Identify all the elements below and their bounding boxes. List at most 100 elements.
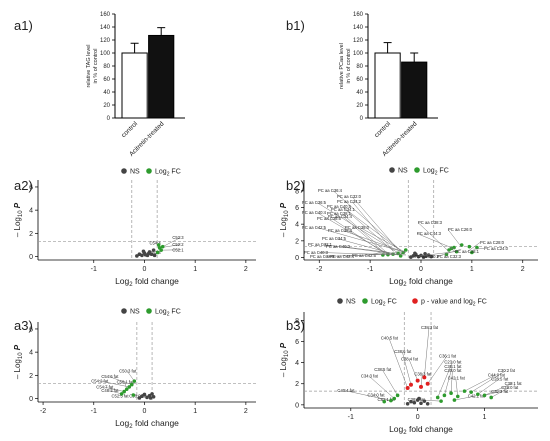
y-tick-label-b1: 100 — [353, 51, 364, 57]
x-tick-label-b3: -1 — [348, 414, 354, 421]
y-tick-label-b3: 0 — [295, 402, 299, 409]
ns-point-b3 — [417, 396, 421, 401]
y-tick-label-b1: 60 — [356, 77, 363, 83]
ns-point-b2 — [419, 253, 423, 258]
fc-point-b3 — [435, 395, 440, 400]
label-leader-b3 — [408, 358, 418, 381]
panel-label-a1: a1) — [14, 18, 33, 33]
point-label-b2: PC aa C40:0 — [326, 244, 351, 249]
y-tick-label-a3: 4 — [29, 350, 33, 357]
point-label-b2: PC aa C24:0 — [484, 246, 509, 251]
label-leader-b2 — [342, 230, 402, 252]
fc-point-b3 — [469, 390, 473, 394]
y-tick-label-a1: 0 — [107, 116, 111, 122]
ns-point-a3 — [140, 394, 144, 399]
legend-ns-label-a2: NS — [130, 169, 140, 176]
ns-point-a3 — [151, 394, 156, 399]
fc-point-b3 — [395, 393, 400, 398]
point-label-b2: PC aa C30:2 — [415, 254, 440, 259]
legend-fc-label-b3: Log2 FC — [371, 299, 397, 308]
ns-point-a2 — [149, 252, 154, 257]
ns-point-a3 — [148, 396, 153, 400]
legend-fc-label-b2: Log2 FC — [423, 168, 449, 177]
panel-label-b2: b2) — [286, 178, 305, 193]
label-leader-b3 — [477, 378, 500, 395]
fc-point-a2 — [156, 243, 161, 247]
y-tick-label-a1: 20 — [103, 103, 110, 109]
point-label-a3: C50:0 fat — [129, 393, 147, 398]
label-leader-b3 — [455, 377, 459, 397]
label-leader-b3 — [484, 391, 500, 396]
label-leader-b2 — [351, 196, 402, 254]
y-tick-label-a1: 140 — [100, 25, 111, 31]
x-tick-label-b2: 1 — [470, 266, 474, 273]
fc-point-a2 — [159, 248, 163, 252]
ns-point-a2 — [152, 253, 157, 258]
label-leader-b2 — [342, 216, 386, 254]
x-axis-label-b2: Log2 fold change — [389, 276, 453, 288]
fc-point-b3 — [392, 396, 397, 401]
point-label-b3: C32:3 fat — [491, 389, 509, 394]
point-label-b3: C44:0 fat — [488, 372, 506, 377]
label-leader-b3 — [420, 373, 423, 387]
sig-point-b3 — [408, 382, 413, 387]
ns-point-a2 — [146, 251, 151, 256]
point-label-b2: PC aa C42:5 — [302, 225, 327, 230]
x-axis-label-b3: Log2 fold change — [389, 424, 453, 436]
y-axis-label-a1-2: in % of control — [93, 49, 99, 84]
point-label-b3: C30:1 fat — [505, 381, 523, 386]
label-leader-b2 — [316, 212, 390, 256]
point-label-b3: C38:4 fat — [401, 357, 419, 362]
label-leader-b2 — [316, 202, 398, 253]
label-leader-b2 — [344, 252, 398, 257]
y-tick-label-a2: 2 — [29, 231, 33, 238]
panel-label-b3: b3) — [286, 318, 305, 333]
point-label-b2: PC aa C32:1 — [308, 242, 333, 247]
x-tick-label-b2: -1 — [367, 266, 373, 273]
point-label-b2: PC aa C38:0 — [345, 225, 370, 230]
y-tick-label-b1: 20 — [356, 103, 363, 109]
label-leader-b2 — [341, 213, 390, 256]
y-tick-label-a1: 100 — [100, 51, 111, 57]
category-label-a1: control — [120, 120, 139, 139]
legend-ns-marker-a2 — [121, 168, 127, 174]
point-label-a2: C52:4 — [150, 250, 162, 255]
label-leader-b3 — [345, 390, 391, 401]
bar-a1-1 — [148, 34, 175, 119]
label-leader-b2 — [345, 209, 402, 252]
label-leader-b3 — [388, 337, 408, 389]
label-leader-b3 — [450, 370, 453, 394]
y-tick-label-b2: 8 — [295, 188, 299, 195]
legend-fc-marker-a2 — [146, 168, 152, 174]
fc-point-b2 — [403, 248, 408, 252]
label-leader-b2-r — [417, 222, 450, 252]
ns-point-a3 — [150, 392, 154, 396]
fc-point-b3 — [382, 399, 387, 404]
fc-point-a3 — [132, 379, 137, 383]
label-leader-b2 — [341, 206, 394, 252]
label-leader-b3 — [464, 374, 496, 392]
fc-point-b3 — [455, 394, 460, 399]
y-axis-label-a2: – Log10 P — [13, 202, 24, 237]
label-leader-b3 — [484, 383, 513, 396]
fc-point-a3 — [122, 389, 126, 394]
fc-point-b2 — [475, 245, 479, 250]
ns-point-a2 — [141, 249, 146, 254]
label-leader-b2-r — [416, 233, 456, 250]
y-tick-label-b1: 160 — [353, 12, 364, 18]
fc-point-a3 — [131, 393, 136, 397]
label-leader-b2 — [351, 201, 394, 252]
y-tick-label-b3: 2 — [295, 381, 299, 388]
label-leader-a2 — [162, 237, 181, 247]
point-label-b2: PC aa C40:4 — [302, 210, 327, 215]
y-tick-label-b3: 6 — [295, 339, 299, 346]
fc-point-b3 — [452, 398, 457, 402]
point-label-b2: PC aa C42:6 — [352, 253, 377, 258]
point-label-b3: C38:5 fat — [374, 367, 392, 372]
label-leader-a3 — [126, 370, 135, 382]
ns-point-b3 — [422, 399, 427, 403]
fc-point-a3 — [129, 382, 134, 387]
y-axis-label-a1: relative TAG level — [86, 45, 92, 88]
label-leader-b3 — [424, 327, 430, 378]
label-leader-a3 — [109, 376, 132, 385]
